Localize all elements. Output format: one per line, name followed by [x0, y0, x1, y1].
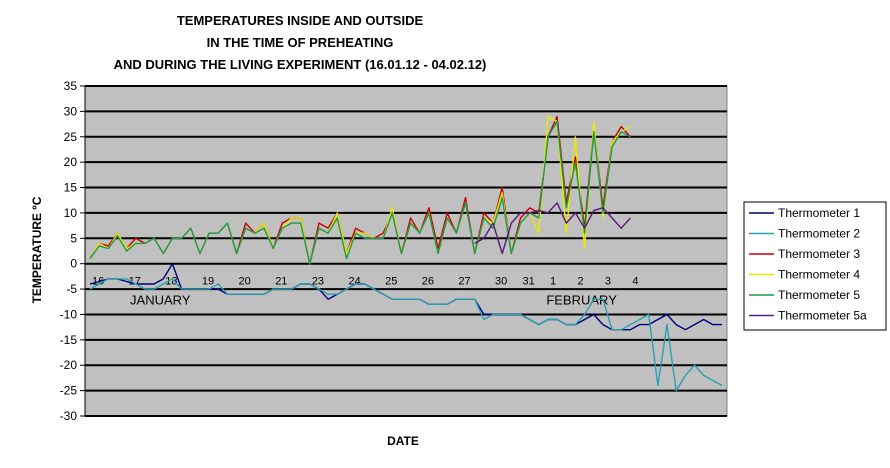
date-label: 23: [312, 276, 324, 288]
legend-entry: Thermometer 3: [778, 247, 860, 261]
series-line-6: [474, 202, 631, 255]
legend-entry: Thermometer 5: [778, 288, 860, 302]
date-label: 18: [165, 276, 177, 288]
legend-box: [743, 201, 887, 331]
chart-title-line-3: AND DURING THE LIVING EXPERIMENT (16.01.…: [113, 57, 487, 72]
y-tick-label: 10: [64, 206, 78, 220]
y-tick-label: -25: [60, 384, 78, 398]
y-tick-label: 25: [64, 130, 78, 144]
date-label: 31: [522, 276, 534, 288]
date-label: 1: [550, 276, 556, 288]
y-tick-label: 15: [64, 181, 78, 195]
y-tick-label: -15: [60, 333, 78, 347]
date-label: 2: [577, 276, 583, 288]
date-label: 27: [458, 276, 470, 288]
date-label: 19: [202, 276, 214, 288]
date-label: 21: [275, 276, 287, 288]
date-label: 30: [495, 276, 507, 288]
legend-entry: Thermometer 5a: [778, 309, 867, 323]
plot-area: [84, 85, 728, 417]
y-tick-label: -30: [60, 409, 78, 423]
y-tick-label: 30: [64, 104, 78, 118]
month-label: JANUARY: [130, 292, 191, 307]
month-label: FEBRUARY: [546, 292, 617, 307]
date-label: 20: [239, 276, 251, 288]
legend-entry: Thermometer 2: [778, 227, 860, 241]
legend-entry: Thermometer 1: [778, 206, 860, 220]
chart-title-line-1: TEMPERATURES INSIDE AND OUTSIDE: [176, 13, 424, 28]
date-label: 25: [385, 276, 397, 288]
y-tick-label: 35: [64, 79, 78, 93]
series-line-5: [89, 120, 631, 265]
x-axis-label: DATE: [387, 434, 419, 448]
y-tick-label: -5: [66, 282, 77, 296]
y-tick-label: -10: [60, 307, 78, 321]
date-label: 26: [422, 276, 434, 288]
date-label: 3: [605, 276, 611, 288]
y-tick-label: 20: [64, 155, 78, 169]
y-tick-label: 0: [70, 257, 77, 271]
y-tick-label: -20: [60, 358, 78, 372]
date-label: 24: [348, 276, 360, 288]
date-label: 4: [632, 276, 638, 288]
chart-title-line-2: IN THE TIME OF PREHEATING: [206, 35, 394, 50]
y-tick-label: 5: [70, 231, 77, 245]
y-axis-label: TEMPERATURE ºC: [30, 196, 44, 303]
legend-entry: Thermometer 4: [778, 268, 860, 282]
series-line-2: [89, 278, 723, 392]
